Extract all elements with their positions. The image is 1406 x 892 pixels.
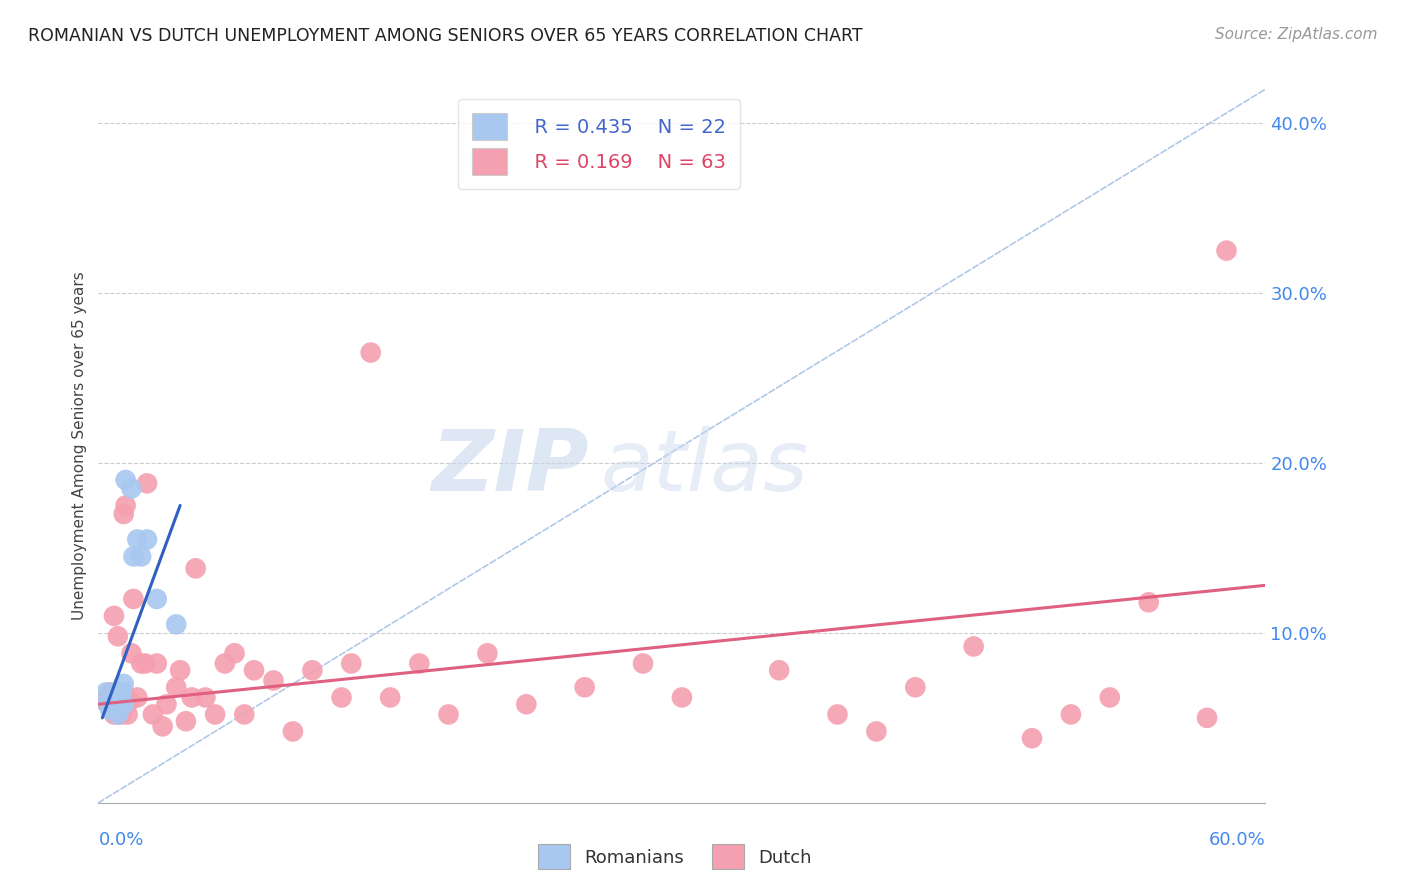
Point <box>93 694 115 708</box>
Point <box>101 690 124 705</box>
Text: 60.0%: 60.0% <box>1209 831 1265 849</box>
Point <box>97 698 120 712</box>
Point <box>108 702 131 716</box>
Point <box>262 673 284 688</box>
Point <box>142 707 165 722</box>
Point <box>122 591 145 606</box>
Point <box>122 549 145 564</box>
Point <box>378 690 402 705</box>
Point <box>107 694 129 708</box>
Point <box>515 698 537 712</box>
Point <box>631 657 654 671</box>
Point <box>146 657 169 671</box>
Point <box>204 707 226 722</box>
Point <box>136 533 159 547</box>
Text: atlas: atlas <box>600 425 808 509</box>
Text: Source: ZipAtlas.com: Source: ZipAtlas.com <box>1215 27 1378 42</box>
Point <box>1021 731 1043 746</box>
Point <box>112 685 135 699</box>
Point <box>127 690 149 705</box>
Point <box>574 680 596 694</box>
Point <box>129 657 152 671</box>
Point <box>114 499 136 513</box>
Point <box>281 724 304 739</box>
Point <box>96 685 118 699</box>
Point <box>114 473 136 487</box>
Point <box>96 690 118 705</box>
Point <box>97 698 120 712</box>
Point <box>214 657 236 671</box>
Point <box>104 685 127 699</box>
Point <box>129 549 152 564</box>
Point <box>101 702 124 716</box>
Point <box>233 707 256 722</box>
Point <box>134 657 156 671</box>
Point <box>112 507 135 521</box>
Point <box>136 476 159 491</box>
Point <box>98 702 121 716</box>
Point <box>301 663 323 677</box>
Point <box>103 707 125 722</box>
Point <box>1215 244 1237 258</box>
Point <box>194 690 217 705</box>
Point <box>184 561 207 575</box>
Point <box>330 690 353 705</box>
Y-axis label: Unemployment Among Seniors over 65 years: Unemployment Among Seniors over 65 years <box>72 272 87 620</box>
Point <box>165 617 187 632</box>
Point <box>827 707 849 722</box>
Point <box>121 482 143 496</box>
Point <box>107 629 129 643</box>
Point <box>169 663 191 677</box>
Point <box>104 694 127 708</box>
Point <box>243 663 266 677</box>
Point <box>408 657 430 671</box>
Point <box>174 714 197 729</box>
Point <box>962 640 984 654</box>
Point <box>360 345 382 359</box>
Text: ROMANIAN VS DUTCH UNEMPLOYMENT AMONG SENIORS OVER 65 YEARS CORRELATION CHART: ROMANIAN VS DUTCH UNEMPLOYMENT AMONG SEN… <box>28 27 863 45</box>
Point <box>111 707 134 722</box>
Point <box>108 698 131 712</box>
Legend:   R = 0.435    N = 22,   R = 0.169    N = 63: R = 0.435 N = 22, R = 0.169 N = 63 <box>458 99 740 189</box>
Point <box>121 646 143 660</box>
Legend: Romanians, Dutch: Romanians, Dutch <box>529 835 821 879</box>
Point <box>118 694 141 708</box>
Text: 0.0%: 0.0% <box>98 831 143 849</box>
Point <box>165 680 187 694</box>
Point <box>103 608 125 623</box>
Point <box>477 646 499 660</box>
Point <box>1098 690 1121 705</box>
Point <box>1137 595 1160 609</box>
Point <box>104 698 127 712</box>
Point <box>155 698 177 712</box>
Point <box>224 646 246 660</box>
Point <box>671 690 693 705</box>
Point <box>103 690 125 705</box>
Point <box>1060 707 1083 722</box>
Text: ZIP: ZIP <box>430 425 589 509</box>
Point <box>112 677 135 691</box>
Point <box>146 591 169 606</box>
Point <box>768 663 790 677</box>
Point <box>437 707 460 722</box>
Point <box>117 707 139 722</box>
Point <box>1195 711 1218 725</box>
Point <box>111 698 134 712</box>
Point <box>865 724 887 739</box>
Point <box>98 685 121 699</box>
Point <box>107 707 129 722</box>
Point <box>127 533 149 547</box>
Point <box>112 698 135 712</box>
Point <box>152 719 174 733</box>
Point <box>107 707 129 722</box>
Point <box>340 657 363 671</box>
Point <box>180 690 202 705</box>
Point <box>111 685 134 699</box>
Point <box>904 680 927 694</box>
